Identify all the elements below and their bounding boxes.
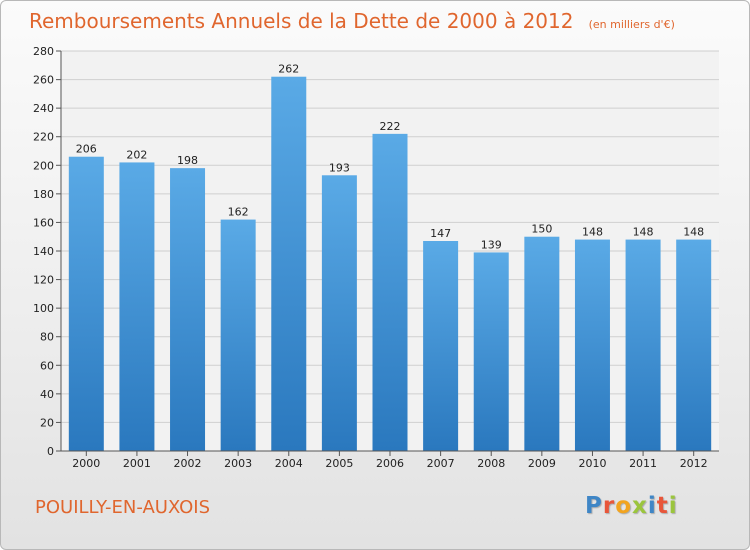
x-tick-label-2004: 2004 — [275, 457, 303, 470]
logo-letter: i — [668, 493, 678, 519]
value-label-2010: 148 — [582, 226, 603, 239]
value-label-2004: 262 — [278, 63, 299, 76]
y-tick-label: 20 — [40, 416, 54, 429]
value-label-2011: 148 — [633, 226, 654, 239]
bar-2010 — [574, 239, 610, 451]
x-tick-label-2002: 2002 — [174, 457, 202, 470]
chart-unit: (en milliers d'€) — [588, 18, 675, 31]
y-tick-label: 100 — [33, 302, 54, 315]
x-tick-label-2008: 2008 — [477, 457, 505, 470]
y-tick-label: 160 — [33, 216, 54, 229]
y-tick-label: 220 — [33, 131, 54, 144]
bars — [68, 76, 712, 452]
y-tick-label: 40 — [40, 388, 54, 401]
logo-letter: i — [647, 493, 657, 519]
value-label-2009: 150 — [531, 223, 552, 236]
y-tick-label: 120 — [33, 274, 54, 287]
logo-letter: o — [615, 493, 633, 519]
bar-2006 — [372, 133, 408, 451]
value-label-2005: 193 — [329, 161, 350, 174]
value-label-2008: 139 — [481, 238, 502, 251]
bar-2004 — [271, 76, 307, 451]
value-label-2006: 222 — [380, 120, 401, 133]
y-tick-label: 80 — [40, 331, 54, 344]
value-label-2001: 202 — [126, 148, 147, 161]
bar-2011 — [625, 239, 661, 451]
value-label-2002: 198 — [177, 154, 198, 167]
y-tick-label: 280 — [33, 45, 54, 58]
bar-2008 — [473, 252, 509, 451]
y-tick-label: 260 — [33, 74, 54, 87]
y-tick-label: 140 — [33, 245, 54, 258]
x-tick-label-2005: 2005 — [325, 457, 353, 470]
x-tick-label-2001: 2001 — [123, 457, 151, 470]
axes — [56, 50, 719, 456]
logo-letter: P — [585, 493, 603, 519]
bar-2001 — [119, 162, 155, 451]
x-tick-label-2012: 2012 — [680, 457, 708, 470]
y-tick-label: 180 — [33, 188, 54, 201]
proxiti-logo: Proxiti — [585, 493, 678, 519]
logo-letter: t — [656, 493, 669, 519]
bar-2009 — [524, 236, 560, 451]
bar-2005 — [321, 175, 357, 452]
x-tick-label-2010: 2010 — [578, 457, 606, 470]
logo-letter: r — [602, 493, 616, 519]
y-tick-label: 60 — [40, 359, 54, 372]
x-tick-label-2003: 2003 — [224, 457, 252, 470]
x-tick-label-2009: 2009 — [528, 457, 556, 470]
bar-2012 — [676, 239, 712, 451]
y-tick-label: 240 — [33, 102, 54, 115]
y-tick-label: 200 — [33, 159, 54, 172]
value-label-2007: 147 — [430, 227, 451, 240]
labels: 0 20 40 60 80 100 120 140 160 180 200 220 240 260 280 2… — [33, 45, 708, 470]
x-tick-label-2007: 2007 — [427, 457, 455, 470]
bar-2002 — [170, 168, 206, 451]
chart-title: Remboursements Annuels de la Dette de 20… — [29, 9, 574, 33]
commune-name: POUILLY-EN-AUXOIS — [35, 497, 211, 518]
value-label-2003: 162 — [228, 206, 249, 219]
y-tick-label: 0 — [47, 445, 54, 458]
value-label-2000: 206 — [76, 143, 97, 156]
x-tick-label-2006: 2006 — [376, 457, 404, 470]
x-tick-label-2000: 2000 — [72, 457, 100, 470]
x-tick-label-2011: 2011 — [629, 457, 657, 470]
title-row: Remboursements Annuels de la Dette de 20… — [29, 9, 675, 33]
value-label-2012: 148 — [683, 226, 704, 239]
bar-2000 — [68, 156, 104, 451]
logo-letter: x — [632, 493, 648, 519]
bar-2003 — [220, 219, 256, 451]
bar-2007 — [423, 241, 459, 451]
